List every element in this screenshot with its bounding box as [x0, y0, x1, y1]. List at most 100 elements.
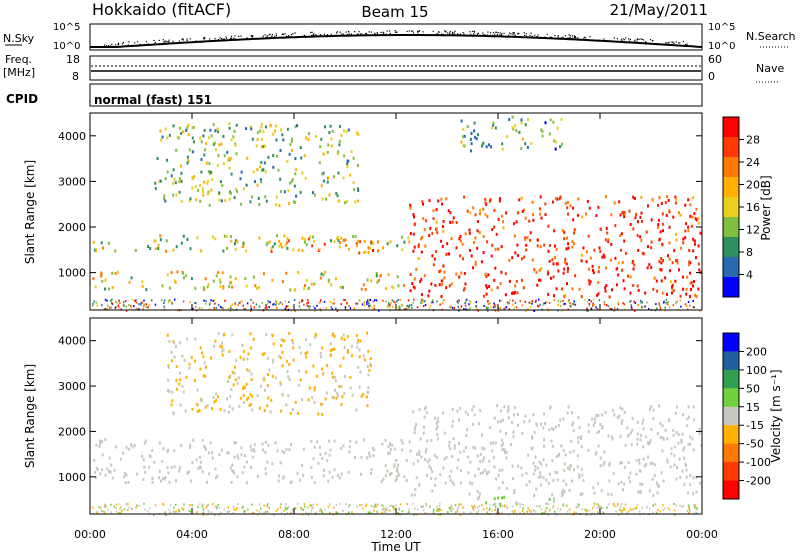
power-cell — [203, 299, 205, 302]
power-cell — [537, 305, 540, 308]
velocity-cell — [219, 344, 222, 348]
power-cell — [191, 150, 194, 154]
power-colorbar-swatch — [723, 177, 739, 198]
power-cell — [188, 199, 191, 203]
power-cell — [566, 201, 569, 204]
velocity-cell — [576, 454, 579, 458]
velocity-cell — [610, 493, 613, 497]
power-cell — [356, 302, 359, 305]
velocity-cell — [281, 364, 284, 368]
velocity-cell — [540, 462, 543, 466]
velocity-cell — [280, 338, 283, 342]
velocity-cell — [285, 447, 288, 451]
velocity-cell — [422, 431, 425, 435]
power-cell — [517, 211, 519, 215]
power-cell — [485, 307, 488, 310]
power-cell — [639, 215, 642, 219]
power-cell — [204, 148, 206, 152]
velocity-cell — [423, 509, 425, 512]
velocity-cell — [477, 506, 479, 509]
velocity-cell — [136, 472, 138, 476]
power-cell — [522, 286, 525, 290]
power-cell — [330, 239, 333, 243]
velocity-cell — [348, 445, 351, 449]
power-cell — [642, 252, 645, 256]
power-cell — [672, 304, 675, 307]
velocity-cell — [599, 464, 602, 468]
power-cell — [206, 181, 209, 185]
power-cell — [338, 241, 341, 244]
velocity-cell — [368, 368, 371, 372]
power-cell — [566, 236, 569, 240]
velocity-cell — [251, 455, 254, 459]
velocity-cell — [271, 462, 274, 466]
power-cell — [561, 142, 563, 146]
velocity-cell — [480, 433, 483, 437]
power-cell — [423, 228, 426, 232]
velocity-cell — [482, 471, 484, 475]
power-cell — [521, 210, 524, 213]
power-cell — [203, 153, 206, 157]
power-cell — [482, 235, 485, 238]
power-cell — [441, 283, 444, 287]
velocity-cell — [388, 509, 391, 512]
velocity-cell — [603, 450, 606, 454]
power-cell — [111, 303, 114, 306]
power-cell — [637, 220, 639, 224]
velocity-cell — [173, 465, 176, 469]
power-cell — [231, 308, 233, 311]
velocity-cell — [664, 428, 667, 432]
power-cell — [161, 299, 163, 302]
power-cell — [451, 220, 454, 224]
velocity-cell — [419, 437, 422, 441]
velocity-cell — [455, 511, 457, 514]
power-cell — [216, 164, 219, 168]
velocity-cell — [366, 390, 369, 394]
power-cell — [178, 126, 181, 130]
velocity-cell — [335, 396, 338, 400]
power-cell — [554, 196, 557, 200]
power-cell — [299, 190, 302, 194]
power-cell — [602, 253, 605, 257]
velocity-cell — [194, 378, 196, 382]
power-cell — [306, 302, 308, 305]
power-cell — [409, 273, 412, 276]
velocity-cell — [366, 456, 369, 460]
power-cell — [295, 168, 298, 172]
power-cell — [175, 245, 178, 249]
power-cell — [574, 303, 577, 306]
power-cell — [628, 209, 631, 213]
power-cell — [370, 240, 373, 244]
velocity-cell — [332, 375, 334, 379]
power-cell — [210, 134, 213, 138]
velocity-cell — [288, 363, 291, 366]
power-cell — [464, 304, 467, 307]
power-cell — [234, 302, 236, 305]
velocity-cell — [689, 435, 692, 439]
power-cell — [203, 128, 206, 132]
velocity-cell — [241, 471, 244, 475]
velocity-cell — [179, 341, 182, 345]
power-cell — [199, 136, 202, 140]
velocity-cell — [199, 466, 202, 470]
velocity-cell — [392, 506, 395, 509]
power-cell — [668, 306, 671, 309]
power-cell — [431, 232, 434, 236]
power-cell — [563, 230, 566, 234]
velocity-cell — [410, 493, 413, 497]
power-cell — [147, 245, 150, 248]
power-heatmap — [91, 115, 702, 312]
power-cell — [657, 218, 660, 222]
velocity-cell — [202, 509, 205, 511]
power-cell — [692, 306, 695, 309]
velocity-cell — [347, 470, 350, 474]
velocity-cell — [329, 342, 332, 345]
velocity-cell — [451, 480, 454, 484]
power-cell — [469, 137, 472, 141]
velocity-cell — [387, 452, 390, 455]
power-cell — [464, 302, 466, 304]
power-cell — [252, 170, 255, 174]
velocity-cell — [505, 431, 507, 435]
power-cell — [415, 267, 418, 271]
velocity-cell — [247, 508, 249, 511]
